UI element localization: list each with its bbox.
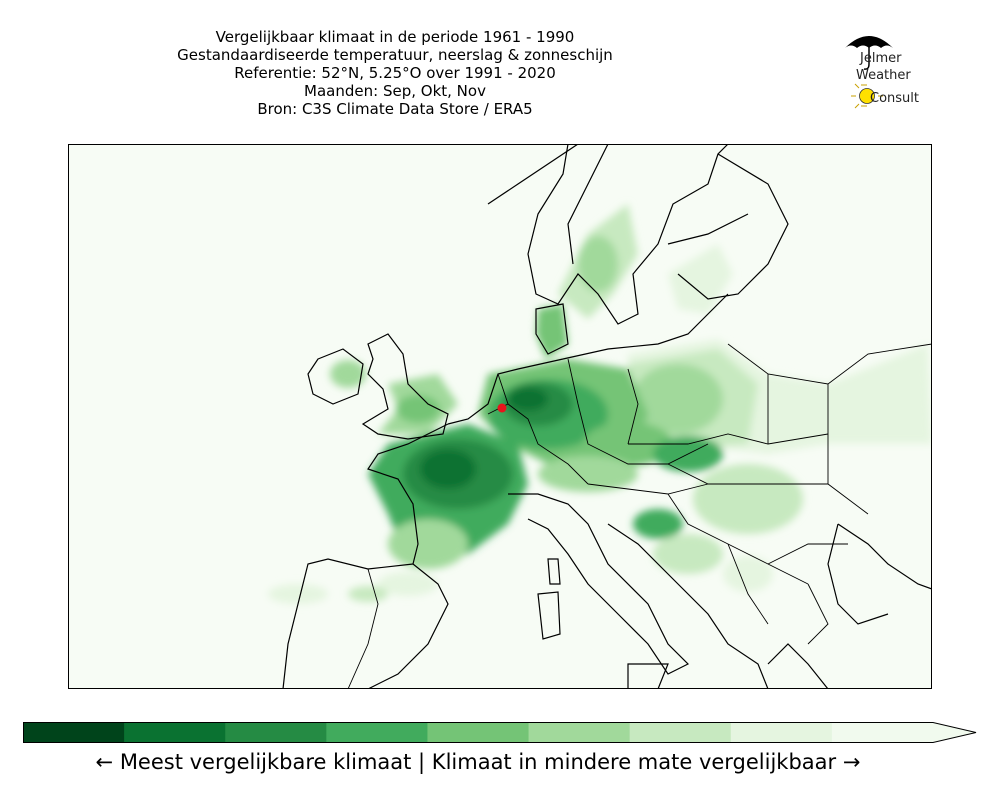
coastlines: [282, 144, 932, 689]
colorbar-cell: [730, 722, 833, 743]
colorbar-cell: [831, 722, 976, 743]
colorbar-outline: [23, 722, 977, 743]
europe-map: [68, 144, 932, 689]
colorbar-cell: [326, 722, 428, 743]
colorbar-cell: [629, 722, 732, 743]
umbrella-sun-icon: [845, 36, 893, 109]
colorbar-cell: [528, 722, 631, 743]
chart-title: Vergelijkbaar klimaat in de periode 1961…: [95, 28, 695, 118]
title-line-5: Bron: C3S Climate Data Store / ERA5: [257, 100, 533, 118]
colorbar: [23, 722, 978, 744]
colorbar-caption: ← Meest vergelijkbare klimaat | Klimaat …: [95, 750, 861, 774]
title-line-3: Referentie: 52°N, 5.25°O over 1991 - 202…: [234, 64, 556, 82]
jelmer-weather-consult-logo: Jelmer Weather Consult: [840, 30, 940, 115]
title-line-4: Maanden: Sep, Okt, Nov: [304, 82, 486, 100]
colorbar-cell: [225, 722, 327, 743]
reference-point-marker: [497, 403, 507, 413]
colorbar-cell: [23, 722, 125, 743]
logo-line-3: Consult: [870, 91, 919, 106]
title-line-1: Vergelijkbaar klimaat in de periode 1961…: [215, 28, 575, 46]
colorbar-cells: [23, 722, 976, 743]
colorbar-cell: [427, 722, 530, 743]
country-borders: [347, 343, 932, 689]
map-canvas: [68, 144, 932, 689]
similarity-shading: [268, 204, 932, 604]
logo-line-1: Jelmer: [860, 51, 902, 66]
map-border: [68, 144, 932, 689]
colorbar-cell: [124, 722, 226, 743]
title-line-2: Gestandaardiseerde temperatuur, neerslag…: [177, 46, 613, 64]
colorbar-svg: [23, 722, 977, 743]
logo-line-2: Weather: [856, 68, 911, 83]
